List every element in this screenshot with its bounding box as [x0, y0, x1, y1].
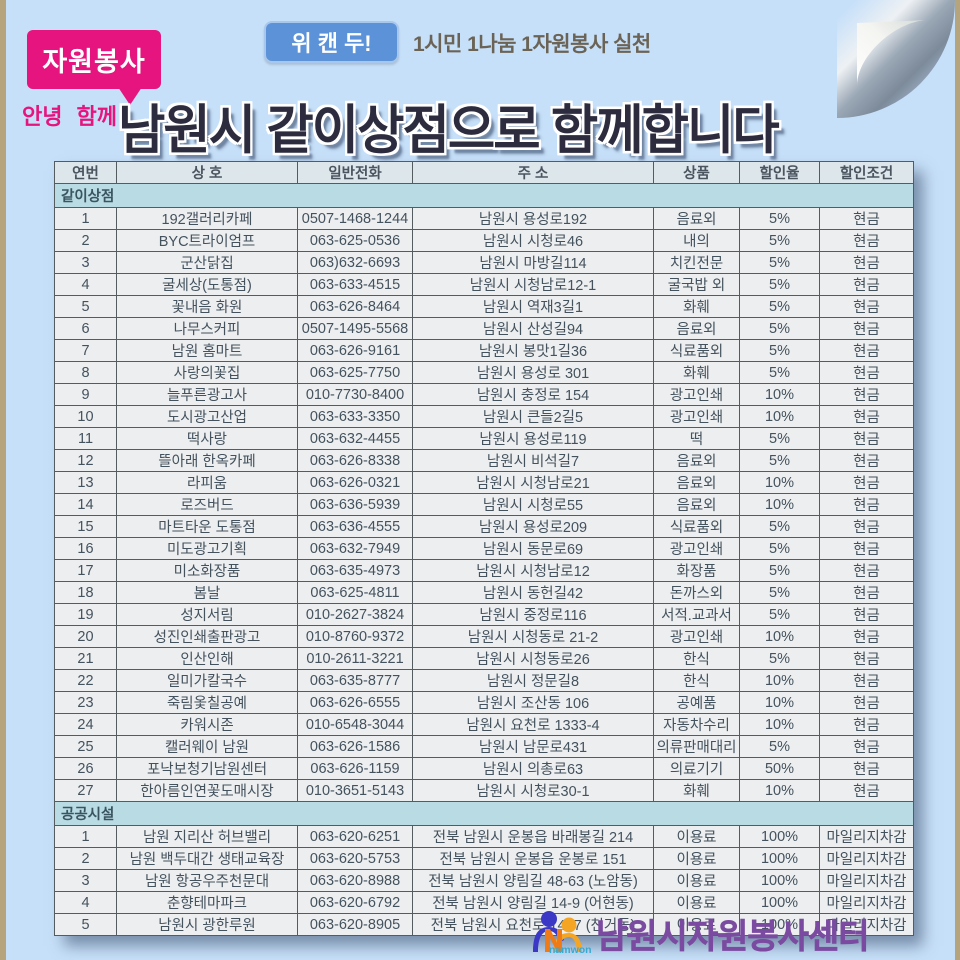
svg-text:namwon: namwon — [549, 944, 592, 956]
